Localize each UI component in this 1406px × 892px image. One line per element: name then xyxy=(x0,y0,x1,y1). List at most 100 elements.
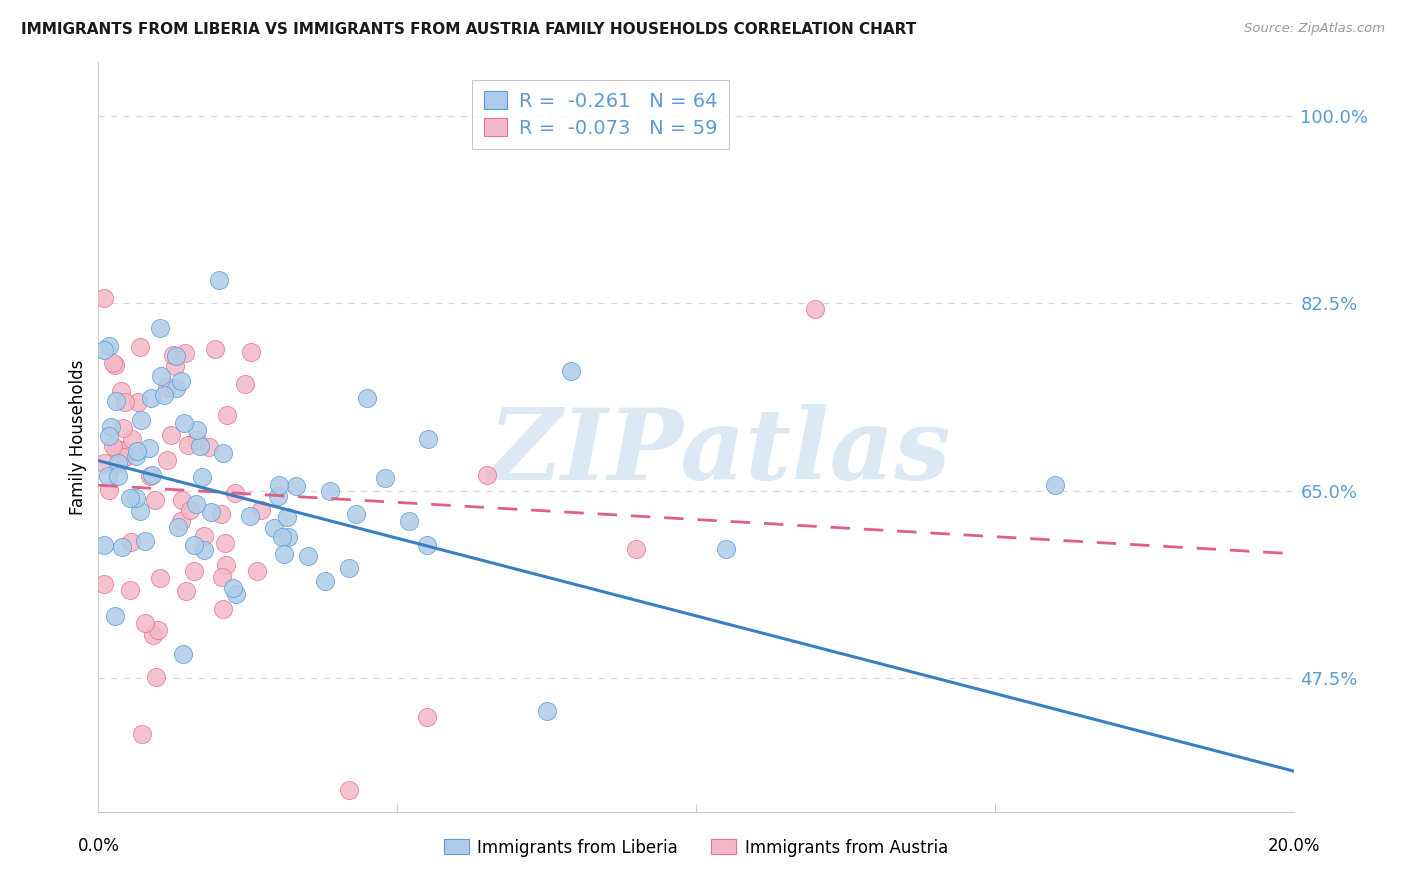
Text: Source: ZipAtlas.com: Source: ZipAtlas.com xyxy=(1244,22,1385,36)
Point xyxy=(233,377,256,392)
Point xyxy=(125,444,148,458)
Point xyxy=(105,393,128,408)
Point xyxy=(186,433,208,447)
Point xyxy=(111,540,134,554)
Point xyxy=(211,570,233,584)
Point xyxy=(107,456,129,470)
Point xyxy=(160,428,183,442)
Point xyxy=(173,416,195,430)
Point xyxy=(101,356,124,370)
Point xyxy=(319,484,342,499)
Text: 0.0%: 0.0% xyxy=(77,837,120,855)
Point xyxy=(127,395,149,409)
Point xyxy=(267,489,290,503)
Point xyxy=(165,381,187,395)
Point xyxy=(193,529,215,543)
Point xyxy=(1043,478,1066,492)
Point xyxy=(101,439,124,453)
Point xyxy=(273,547,295,561)
Point xyxy=(97,339,120,353)
Point xyxy=(714,542,737,557)
Point xyxy=(179,503,201,517)
Point xyxy=(224,486,246,500)
Point xyxy=(166,520,188,534)
Point xyxy=(204,343,226,357)
Legend: Immigrants from Liberia, Immigrants from Austria: Immigrants from Liberia, Immigrants from… xyxy=(437,832,955,863)
Point xyxy=(222,582,245,596)
Point xyxy=(97,469,120,483)
Point xyxy=(129,413,152,427)
Point xyxy=(134,615,156,630)
Point xyxy=(112,450,135,464)
Text: 20.0%: 20.0% xyxy=(1267,837,1320,855)
Point xyxy=(141,467,163,482)
Point xyxy=(416,710,439,724)
Point xyxy=(165,349,187,363)
Point xyxy=(186,497,208,511)
Point xyxy=(297,549,319,563)
Point xyxy=(145,670,167,684)
Point xyxy=(93,456,115,470)
Point xyxy=(277,530,299,544)
Point xyxy=(804,301,827,316)
Point xyxy=(475,467,498,482)
Point xyxy=(356,391,378,405)
Point xyxy=(214,536,236,550)
Point xyxy=(271,530,294,544)
Point xyxy=(250,503,273,517)
Point xyxy=(120,534,142,549)
Point xyxy=(118,583,141,598)
Point xyxy=(142,628,165,642)
Point xyxy=(208,273,231,287)
Point xyxy=(176,583,198,598)
Point xyxy=(246,564,269,578)
Point xyxy=(128,504,150,518)
Point xyxy=(198,440,221,454)
Point xyxy=(172,647,194,661)
Point xyxy=(124,450,146,464)
Point xyxy=(170,492,193,507)
Point xyxy=(267,478,290,492)
Point xyxy=(183,564,205,578)
Point xyxy=(129,340,152,354)
Point xyxy=(186,423,208,437)
Point xyxy=(162,348,184,362)
Point xyxy=(138,441,160,455)
Point xyxy=(97,483,120,497)
Point xyxy=(191,469,214,483)
Point xyxy=(626,542,648,557)
Point xyxy=(93,538,115,552)
Point xyxy=(100,419,122,434)
Point xyxy=(225,587,247,601)
Point xyxy=(374,471,396,485)
Point xyxy=(398,514,420,528)
Point xyxy=(104,358,127,372)
Point xyxy=(560,364,582,378)
Point xyxy=(93,577,115,591)
Point xyxy=(163,359,186,373)
Point xyxy=(284,479,307,493)
Point xyxy=(174,346,197,360)
Point xyxy=(148,623,170,637)
Point xyxy=(177,437,200,451)
Point xyxy=(150,369,173,384)
Point xyxy=(212,602,235,616)
Point xyxy=(238,509,260,524)
Point xyxy=(240,345,263,359)
Point xyxy=(114,395,136,409)
Point xyxy=(114,450,136,465)
Point xyxy=(111,442,134,457)
Point xyxy=(93,343,115,357)
Point xyxy=(134,534,156,549)
Point xyxy=(344,507,367,521)
Point xyxy=(190,439,212,453)
Text: ZIPatlas: ZIPatlas xyxy=(489,404,950,500)
Point xyxy=(139,469,162,483)
Point xyxy=(215,558,238,572)
Point xyxy=(107,469,129,483)
Point xyxy=(118,491,141,506)
Point xyxy=(98,429,121,443)
Point xyxy=(148,571,170,585)
Point xyxy=(170,374,193,388)
Point xyxy=(211,446,233,460)
